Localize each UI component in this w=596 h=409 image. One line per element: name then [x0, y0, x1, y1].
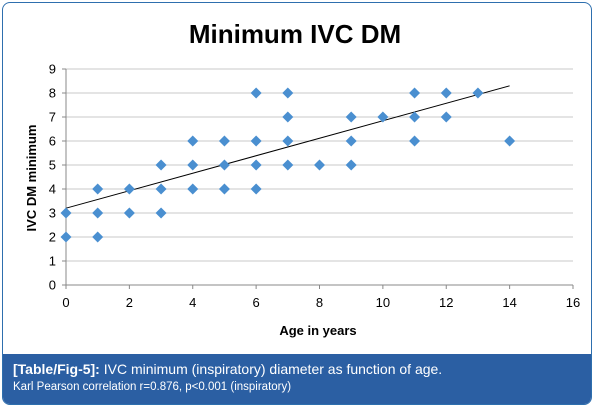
y-tick-label: 4: [49, 182, 56, 197]
x-tick-label: 4: [189, 295, 196, 310]
data-point: [155, 183, 167, 195]
data-points: [60, 87, 516, 243]
data-point: [282, 159, 294, 171]
y-tick-label: 3: [49, 206, 56, 221]
x-tick-label: 14: [502, 295, 516, 310]
scatter-chart: Minimum IVC DM 0 2 4 6 8 10 12 14 16 0123456789 …: [24, 19, 580, 338]
trendline: [65, 85, 510, 209]
y-tick-labels: 0 1 2 3 4 5 6 7 8 9: [49, 62, 56, 293]
data-point: [472, 87, 484, 99]
y-tick-label: 2: [49, 230, 56, 245]
data-point: [440, 111, 452, 123]
x-tick-label: 0: [62, 295, 69, 310]
data-point: [60, 207, 72, 219]
x-tick-label: 2: [126, 295, 133, 310]
data-point: [282, 111, 294, 123]
data-point: [409, 87, 421, 99]
x-tick-labels: 0 2 4 6 8 10 12 14 16: [62, 295, 580, 310]
data-point: [345, 111, 357, 123]
x-tick-label: 12: [439, 295, 453, 310]
data-point: [92, 207, 104, 219]
x-tick-label: 16: [566, 295, 580, 310]
data-point: [123, 183, 135, 195]
data-point: [250, 87, 262, 99]
data-point: [60, 231, 72, 243]
x-tick-label: 6: [253, 295, 260, 310]
axes: [62, 68, 574, 289]
data-point: [409, 135, 421, 147]
data-point: [218, 135, 230, 147]
data-point: [92, 231, 104, 243]
data-point: [250, 159, 262, 171]
y-axis-title: IVC DM minimum: [24, 125, 39, 232]
data-point: [377, 111, 389, 123]
data-point: [155, 207, 167, 219]
chart-title: Minimum IVC DM: [189, 19, 401, 49]
data-point: [92, 183, 104, 195]
data-point: [440, 87, 452, 99]
data-point: [282, 135, 294, 147]
figure-caption: [Table/Fig-5]: IVC minimum (inspiratory)…: [3, 354, 591, 404]
caption-tag: [Table/Fig-5]:: [13, 361, 100, 377]
y-tick-label: 6: [49, 134, 56, 149]
x-tick-label: 10: [376, 295, 390, 310]
y-tick-label: 5: [49, 158, 56, 173]
data-point: [345, 159, 357, 171]
data-point: [155, 159, 167, 171]
data-point: [218, 159, 230, 171]
data-point: [218, 183, 230, 195]
y-tick-label: 0: [49, 278, 56, 293]
data-point: [282, 87, 294, 99]
x-axis-title: Age in years: [279, 323, 356, 338]
y-tick-label: 7: [49, 110, 56, 125]
y-tick-label: 8: [49, 86, 56, 101]
data-point: [187, 159, 199, 171]
data-point: [409, 111, 421, 123]
trendline-layer: [65, 85, 510, 209]
data-point: [504, 135, 516, 147]
data-point: [123, 207, 135, 219]
data-point: [345, 135, 357, 147]
caption-note: Karl Pearson correlation r=0.876, p<0.00…: [13, 381, 292, 393]
x-tick-label: 8: [316, 295, 323, 310]
caption-text: IVC minimum (inspiratory) diameter as fu…: [99, 361, 443, 377]
data-point: [187, 183, 199, 195]
y-tick-label: 9: [49, 62, 56, 77]
caption-line: [Table/Fig-5]: IVC minimum (inspiratory)…: [13, 360, 581, 379]
data-point: [250, 135, 262, 147]
data-point: [314, 159, 325, 171]
y-tick-label: 1: [49, 254, 56, 269]
data-point: [250, 183, 262, 195]
data-point: [187, 135, 199, 147]
